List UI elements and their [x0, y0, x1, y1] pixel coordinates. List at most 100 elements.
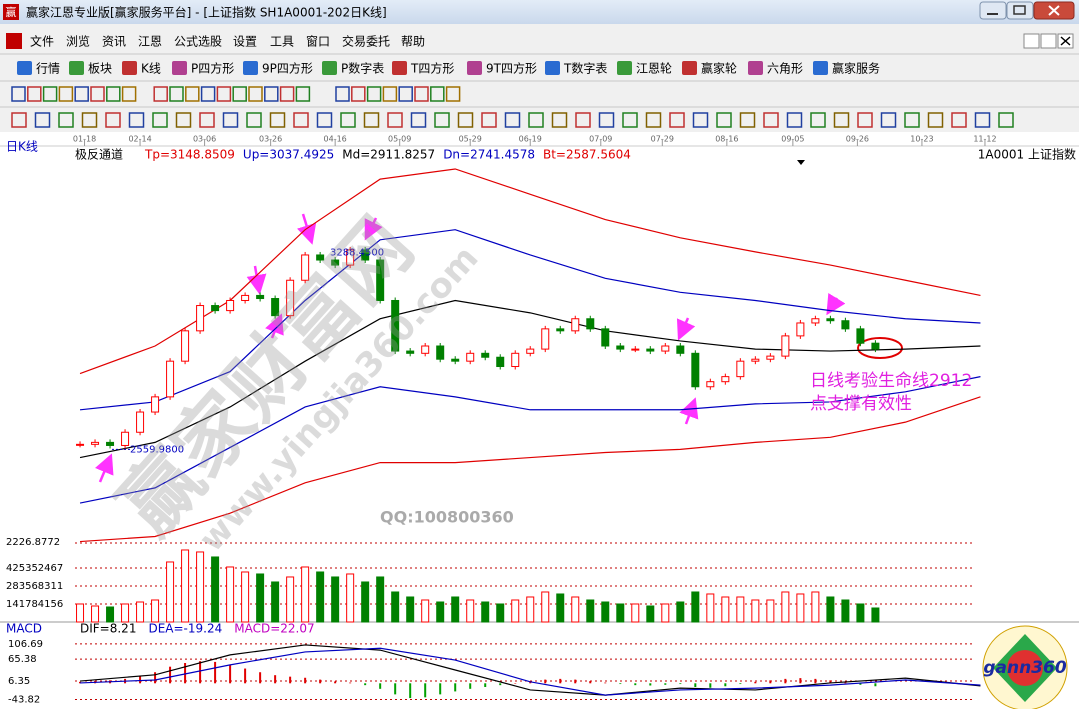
toolbar-item[interactable]: 赢家服务 — [832, 61, 880, 76]
menu-item[interactable]: 交易委托 — [342, 34, 390, 49]
menu-item[interactable]: 工具 — [270, 35, 294, 49]
tool-icon[interactable] — [169, 86, 184, 102]
menu-item[interactable]: 浏览 — [66, 34, 90, 49]
toolbar-item[interactable]: 江恩轮 — [636, 62, 672, 76]
tool-icon[interactable] — [366, 86, 382, 102]
tool-icon[interactable] — [153, 86, 168, 102]
tool-icon[interactable] — [185, 86, 200, 102]
toolbar-item[interactable]: 赢家轮 — [701, 61, 737, 76]
tool-icon[interactable] — [351, 86, 366, 102]
toolbar-item[interactable]: T四方形 — [410, 61, 454, 76]
tool-icon[interactable] — [763, 112, 779, 128]
tool-icon[interactable] — [716, 112, 732, 128]
tool-icon[interactable] — [810, 112, 826, 128]
menu-item[interactable]: 窗口 — [306, 35, 330, 49]
tool-icon[interactable] — [335, 86, 350, 102]
tool-icon[interactable] — [279, 86, 295, 102]
tool-icon[interactable] — [857, 112, 873, 128]
tool-icon[interactable] — [175, 112, 192, 128]
tool-icon[interactable] — [974, 112, 991, 128]
mdi-minimize[interactable] — [1023, 33, 1040, 49]
mdi-restore[interactable] — [1040, 33, 1057, 49]
tool-icon[interactable] — [398, 86, 413, 102]
menu-item[interactable]: 设置 — [233, 35, 257, 49]
toolbar-item[interactable]: P四方形 — [191, 61, 234, 76]
tool-icon[interactable] — [42, 86, 58, 102]
tool-icon[interactable] — [105, 112, 121, 128]
tool-icon[interactable] — [340, 112, 356, 128]
toolbar-item[interactable]: 9P四方形 — [262, 61, 313, 76]
tool-icon[interactable] — [152, 112, 168, 128]
channel-line — [79, 376, 981, 504]
toolbar-item[interactable]: K线 — [141, 62, 161, 76]
tool-icon[interactable] — [575, 112, 591, 128]
tool-icon[interactable] — [430, 86, 445, 102]
toolbar-item[interactable]: 9T四方形 — [486, 61, 537, 76]
tool-icon[interactable] — [58, 86, 74, 102]
menu-item[interactable]: 资讯 — [102, 35, 126, 49]
tool-icon[interactable] — [121, 86, 137, 102]
tool-icon[interactable] — [669, 112, 685, 128]
toolbar-item[interactable]: 行情 — [36, 62, 60, 76]
menu-item[interactable]: 江恩 — [138, 35, 162, 49]
tool-icon[interactable] — [692, 112, 709, 128]
tool-icon[interactable] — [81, 112, 98, 128]
tool-icon[interactable] — [504, 112, 521, 128]
tool-icon[interactable] — [11, 86, 26, 102]
tool-icon[interactable] — [410, 112, 427, 128]
candle — [271, 298, 280, 317]
tool-icon[interactable] — [414, 86, 429, 102]
minimize-button[interactable] — [979, 1, 1007, 20]
maximize-button[interactable] — [1006, 1, 1034, 20]
tool-icon[interactable] — [998, 112, 1014, 128]
tool-icon[interactable] — [645, 112, 662, 128]
tool-icon[interactable] — [434, 112, 450, 128]
tool-icon[interactable] — [216, 86, 232, 102]
tool-icon[interactable] — [246, 112, 262, 128]
toolbar-item[interactable]: 六角形 — [767, 62, 803, 76]
tool-icon[interactable] — [387, 112, 403, 128]
tool-icon[interactable] — [232, 86, 247, 102]
tool-icon[interactable] — [833, 112, 850, 128]
menu-item[interactable]: 文件 — [30, 34, 54, 49]
tool-icon[interactable] — [445, 86, 461, 102]
toolbar-item[interactable]: T数字表 — [563, 61, 607, 76]
menu-icon — [6, 33, 22, 49]
tool-icon[interactable] — [481, 112, 497, 128]
tool-icon[interactable] — [598, 112, 615, 128]
tool-icon[interactable] — [34, 112, 51, 128]
tool-icon[interactable] — [74, 86, 89, 102]
tool-icon[interactable] — [363, 112, 380, 128]
tool-icon[interactable] — [248, 86, 263, 102]
tool-icon[interactable] — [880, 112, 897, 128]
tool-icon[interactable] — [264, 86, 279, 102]
tool-icon[interactable] — [951, 112, 967, 128]
tool-icon[interactable] — [927, 112, 944, 128]
tool-icon[interactable] — [622, 112, 638, 128]
tool-icon[interactable] — [27, 86, 42, 102]
tool-icon[interactable] — [528, 112, 544, 128]
toolbar-item[interactable]: 板块 — [88, 62, 112, 76]
tool-icon[interactable] — [316, 112, 333, 128]
menu-item[interactable]: 帮助 — [401, 35, 425, 49]
tool-icon[interactable] — [11, 112, 27, 128]
menu-item[interactable]: 公式选股 — [174, 35, 222, 49]
tool-icon[interactable] — [222, 112, 239, 128]
tool-icon[interactable] — [200, 86, 216, 102]
tool-icon[interactable] — [904, 112, 920, 128]
tool-icon[interactable] — [551, 112, 568, 128]
tool-icon[interactable] — [199, 112, 215, 128]
tool-icon[interactable] — [457, 112, 474, 128]
tool-icon[interactable] — [106, 86, 121, 102]
tool-icon[interactable] — [58, 112, 74, 128]
tool-icon[interactable] — [269, 112, 286, 128]
tool-icon[interactable] — [293, 112, 309, 128]
tool-icon[interactable] — [739, 112, 756, 128]
volume-bar — [691, 591, 700, 623]
toolbar-item[interactable]: P数字表 — [341, 61, 384, 76]
tool-icon[interactable] — [295, 86, 311, 102]
tool-icon[interactable] — [90, 86, 105, 102]
tool-icon[interactable] — [786, 112, 803, 128]
tool-icon[interactable] — [128, 112, 145, 128]
tool-icon[interactable] — [382, 86, 398, 102]
